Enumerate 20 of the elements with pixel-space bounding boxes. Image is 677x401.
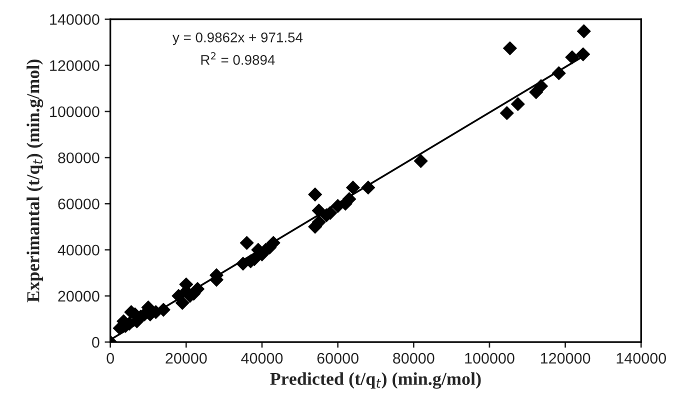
x-tick-label: 100000 [465, 352, 514, 364]
x-axis-title: Predicted (t/q$_{t}$) (min.g/mol) [270, 372, 481, 389]
x-tick-label: 0 [106, 352, 114, 364]
x-tick-label: 60000 [317, 352, 358, 364]
y-tick-label: 80000 [58, 152, 100, 164]
y-tick-label: 60000 [58, 198, 100, 210]
y-axis-title: Experimantal (t/q$_{t}$) (min.g/mol) [26, 60, 44, 302]
x-tick-label: 40000 [241, 352, 283, 364]
annotation: y = 0.9862x + 971.54 [172, 32, 303, 46]
x-tick-label: 120000 [540, 352, 590, 364]
y-tick-label: 140000 [50, 14, 100, 25]
y-tick-label: 20000 [58, 290, 100, 302]
y-tick-label: 100000 [50, 106, 100, 118]
x-tick-label: 20000 [166, 352, 207, 364]
y-tick-label: 120000 [50, 60, 100, 72]
x-tick-label: 140000 [616, 352, 666, 364]
y-tick-label: 0 [92, 336, 100, 348]
y-tick-label: 40000 [58, 244, 100, 256]
x-tick-label: 80000 [393, 352, 434, 364]
annotation: R$^{2}$ = 0.9894 [201, 52, 275, 65]
